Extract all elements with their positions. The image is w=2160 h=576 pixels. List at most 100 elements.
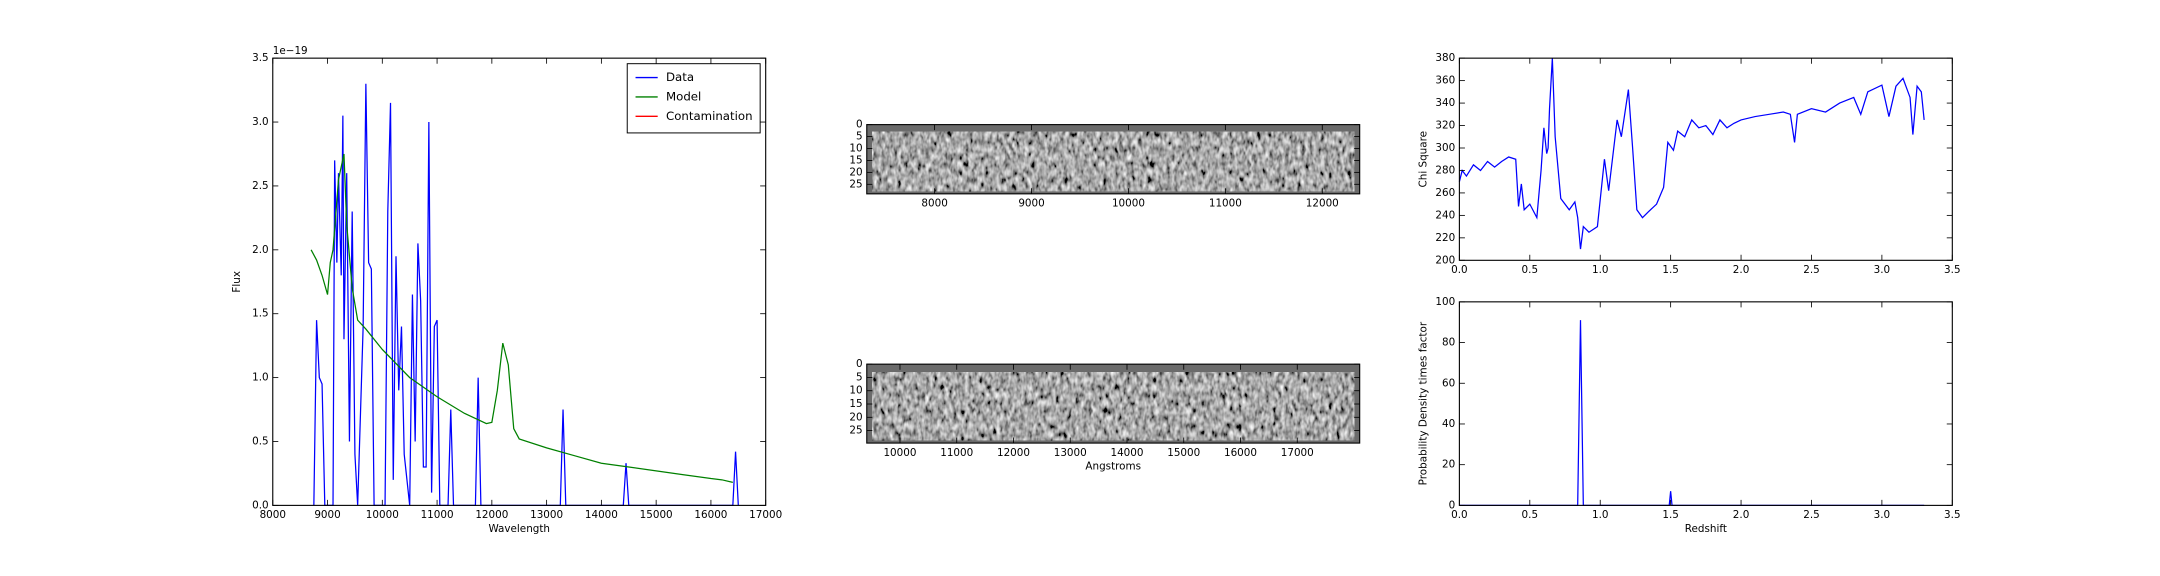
x-tick-label: 8000 — [921, 198, 947, 210]
y-tick-label: 0 — [856, 119, 863, 131]
y-tick-label: 320 — [1435, 120, 1455, 132]
x-tick-label: 15000 — [1167, 447, 1200, 459]
y-tick-label: 240 — [1435, 209, 1455, 221]
y-tick-label: 60 — [1442, 377, 1455, 389]
y-tick-label: 1.5 — [252, 308, 269, 320]
x-tick-label: 1.0 — [1592, 509, 1609, 521]
subplot: 8000 9000 10000 11000 12000 13000 14000 15000 16… — [231, 45, 782, 535]
y-tick-label: 300 — [1435, 142, 1455, 154]
x-tick-label: 15000 — [640, 509, 673, 521]
image-noise — [872, 131, 1355, 192]
data-line — [1458, 58, 1925, 250]
x-tick-label: 11000 — [940, 447, 973, 459]
y-tick-label: 220 — [1435, 232, 1455, 244]
x-tick-label: 3.5 — [1944, 509, 1961, 521]
y-tick-label: 40 — [1442, 418, 1455, 430]
image-noise — [872, 372, 1355, 441]
data-line — [313, 83, 739, 507]
y-tick-label: 10 — [849, 385, 862, 397]
x-axis-label: Angstroms — [1085, 461, 1141, 473]
y-tick-label: 0.5 — [252, 435, 269, 447]
x-tick-label: 13000 — [1054, 447, 1087, 459]
x-tick-label: 12000 — [997, 447, 1030, 459]
x-tick-label: 8000 — [260, 509, 286, 521]
data-line — [310, 153, 733, 483]
x-tick-label: 0.5 — [1522, 509, 1538, 521]
y-axis-label: Flux — [231, 271, 243, 293]
x-tick-label: 17000 — [1281, 447, 1314, 459]
x-tick-label: 17000 — [749, 509, 782, 521]
y-tick-label: 100 — [1435, 296, 1455, 308]
y-tick-label: 20 — [849, 411, 862, 423]
x-tick-label: 9000 — [314, 509, 340, 521]
data-line — [1459, 320, 1925, 507]
legend-label: Contamination — [666, 109, 753, 123]
x-tick-label: 3.0 — [1874, 264, 1891, 276]
x-tick-label: 11000 — [1209, 198, 1242, 210]
x-tick-label: 2.0 — [1733, 509, 1750, 521]
y-tick-label: 0 — [856, 358, 863, 370]
x-tick-label: 10000 — [883, 447, 916, 459]
y-tick-label: 25 — [849, 425, 862, 437]
subplot: 0.0 0.5 1.0 1.5 2.0 2.5 3.0 3.5 200 220 240 260 280 3… — [1417, 52, 1960, 276]
y-axis-label: Probability Density times factor — [1417, 321, 1429, 485]
x-axis-label: Wavelength — [488, 523, 550, 535]
legend-box — [626, 63, 761, 134]
y-tick-label: 20 — [1442, 459, 1455, 471]
x-axis-label: Redshift — [1685, 523, 1727, 535]
axes-frame — [1458, 301, 1953, 506]
y-tick-label: 260 — [1435, 187, 1455, 199]
y-tick-label: 340 — [1435, 97, 1455, 109]
axes-frame — [866, 124, 1361, 195]
subplot: 10000 11000 12000 13000 14000 15000 16000 17000… — [849, 358, 1361, 473]
x-tick-label: 1.5 — [1662, 264, 1678, 276]
y-tick-label: 0 — [1449, 499, 1456, 511]
x-tick-label: 2.5 — [1803, 509, 1820, 521]
y-tick-label: 3.5 — [252, 52, 269, 64]
x-tick-label: 0.5 — [1522, 264, 1538, 276]
x-tick-label: 10000 — [1112, 198, 1145, 210]
x-tick-label: 16000 — [1224, 447, 1257, 459]
y-tick-label: 25 — [849, 178, 862, 190]
x-tick-label: 13000 — [530, 509, 563, 521]
y-tick-label: 200 — [1435, 254, 1455, 266]
y-tick-label: 10 — [849, 142, 862, 154]
x-tick-label: 16000 — [694, 509, 727, 521]
y-tick-label: 1.0 — [252, 372, 269, 384]
x-tick-label: 0.0 — [1451, 509, 1468, 521]
offset-text: 1e−19 — [273, 45, 308, 57]
y-tick-label: 15 — [849, 398, 862, 410]
y-tick-label: 5 — [856, 131, 863, 143]
y-tick-label: 2.0 — [252, 244, 269, 256]
x-tick-label: 1.0 — [1592, 264, 1609, 276]
x-tick-label: 14000 — [1110, 447, 1143, 459]
x-tick-label: 10000 — [366, 509, 399, 521]
y-tick-label: 2.5 — [252, 180, 269, 192]
x-tick-label: 0.0 — [1451, 264, 1468, 276]
y-tick-label: 80 — [1442, 337, 1455, 349]
y-tick-label: 280 — [1435, 164, 1455, 176]
legend-label: Data — [666, 70, 694, 84]
x-tick-label: 9000 — [1018, 198, 1044, 210]
x-tick-label: 3.5 — [1944, 264, 1961, 276]
x-tick-label: 12000 — [1306, 198, 1339, 210]
x-tick-label: 11000 — [421, 509, 454, 521]
x-tick-label: 2.0 — [1733, 264, 1750, 276]
y-tick-label: 15 — [849, 154, 862, 166]
axes-frame — [1458, 57, 1953, 261]
y-tick-label: 380 — [1435, 52, 1455, 64]
x-tick-label: 3.0 — [1874, 509, 1891, 521]
y-tick-label: 0.0 — [252, 499, 269, 511]
x-tick-label: 1.5 — [1662, 509, 1678, 521]
x-tick-label: 14000 — [585, 509, 618, 521]
x-tick-label: 12000 — [475, 509, 508, 521]
legend-label: Model — [666, 89, 701, 103]
y-tick-label: 360 — [1435, 75, 1455, 87]
y-tick-label: 5 — [856, 371, 863, 383]
y-tick-label: 20 — [849, 166, 862, 178]
axes-frame — [272, 57, 767, 506]
y-axis-label: Chi Square — [1417, 131, 1429, 188]
